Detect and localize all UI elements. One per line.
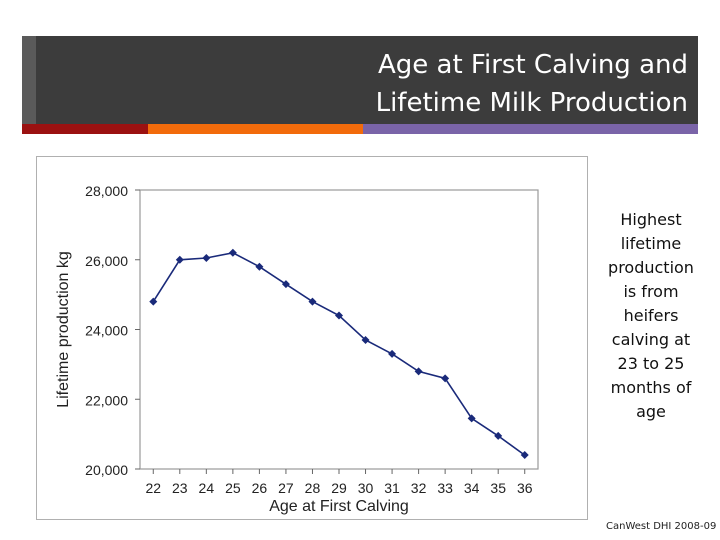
x-tick-label: 29	[331, 480, 347, 496]
title-band: Age at First Calving and Lifetime Milk P…	[22, 36, 698, 124]
x-tick-label: 32	[411, 480, 427, 496]
data-point-22	[149, 297, 158, 306]
chart-frame: 20,000 22,000 24,000 26,000 28,000 22 23 24 25 26…	[36, 156, 588, 520]
source-citation: CanWest DHI 2008-09	[606, 521, 717, 532]
slide-title-line-1: Age at First Calving and	[377, 50, 688, 80]
data-point-33	[441, 374, 450, 383]
plot-area	[139, 189, 539, 470]
x-tick-label: 23	[172, 480, 188, 496]
data-point-25	[228, 248, 237, 257]
data-point-23	[175, 255, 184, 264]
accent-bar-red	[22, 124, 148, 134]
data-point-27	[281, 280, 290, 289]
x-tick-label: 34	[464, 480, 480, 496]
data-point-29	[335, 311, 343, 320]
x-tick-label: 26	[252, 480, 268, 496]
x-tick-label: 33	[437, 480, 453, 496]
data-point-35	[494, 431, 503, 440]
x-tick-label: 22	[145, 480, 161, 496]
x-tick-label: 25	[225, 480, 241, 496]
y-tick-label: 20,000	[85, 462, 128, 478]
data-point-36	[520, 451, 529, 460]
x-tick-label: 30	[358, 480, 374, 496]
slide-title: Age at First Calving and Lifetime Milk P…	[88, 46, 688, 122]
data-point-34	[467, 414, 476, 423]
x-tick-label: 27	[278, 480, 294, 496]
data-point-26	[255, 262, 264, 271]
title-band-accent	[22, 36, 36, 124]
y-tick-label: 26,000	[85, 253, 128, 269]
y-tick-label: 24,000	[85, 323, 128, 339]
x-tick-label: 28	[305, 480, 321, 496]
y-axis-title: Lifetime production kg	[55, 251, 72, 408]
data-point-24	[202, 254, 211, 263]
y-tick-label: 22,000	[85, 392, 128, 408]
x-axis-title: Age at First Calving	[269, 498, 409, 515]
accent-bar-orange	[148, 124, 363, 134]
slide-title-line-2: Lifetime Milk Production	[375, 88, 688, 118]
data-point-32	[414, 367, 423, 376]
side-note: Highest lifetime production is from heif…	[608, 210, 694, 421]
accent-bar-purple	[363, 124, 698, 134]
x-tick-label: 31	[384, 480, 400, 496]
data-point-28	[308, 297, 317, 306]
data-point-31	[388, 349, 397, 358]
data-point-30	[361, 335, 370, 344]
line-chart: 20,000 22,000 24,000 26,000 28,000 22 23 24 25 26…	[55, 183, 539, 515]
x-tick-label: 35	[490, 480, 506, 496]
x-tick-label: 24	[199, 480, 215, 496]
x-tick-label: 36	[517, 480, 533, 496]
y-tick-label: 28,000	[85, 183, 128, 199]
